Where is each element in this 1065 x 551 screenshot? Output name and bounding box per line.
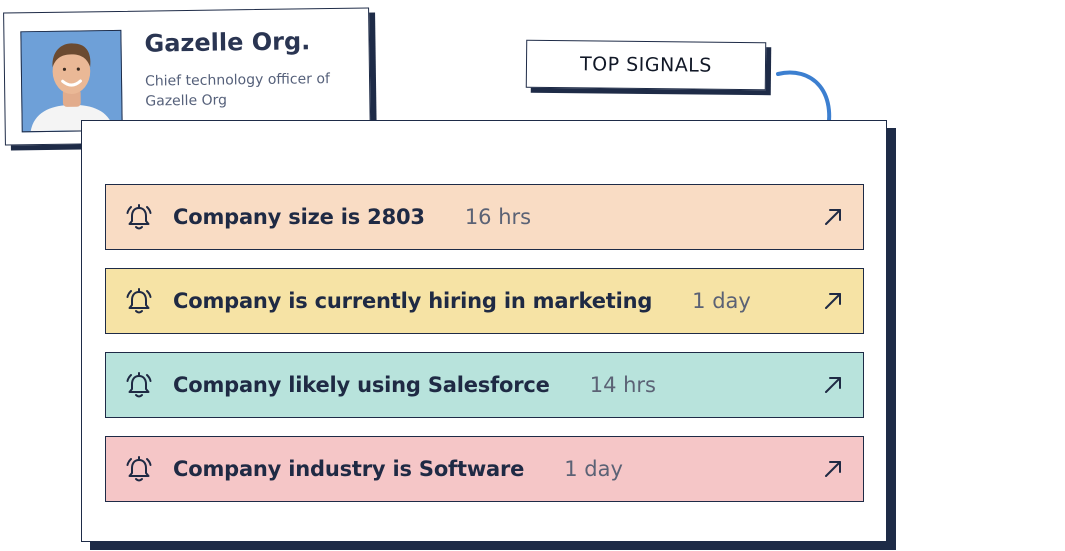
signal-row-hiring-marketing[interactable]: Company is currently hiring in marketing… [105,268,864,334]
signal-row-industry-software[interactable]: Company industry is Software 1 day [105,436,864,502]
org-role: Chief technology officer of Gazelle Org [144,71,331,110]
bell-icon [126,287,152,315]
signal-text: Company likely using Salesforce [173,373,550,397]
arrow-up-right-icon[interactable] [823,207,843,227]
signal-time: 14 hrs [589,373,656,397]
signal-text: Company industry is Software [173,457,525,481]
signals-panel: Company size is 2803 16 hrs Company is c… [81,120,887,542]
bell-icon [126,203,152,231]
signal-row-company-size[interactable]: Company size is 2803 16 hrs [105,184,864,250]
signal-time: 1 day [564,457,623,481]
org-name: Gazelle Org. [144,27,311,58]
arrow-up-right-icon[interactable] [823,375,843,395]
arrow-up-right-icon[interactable] [823,459,843,479]
arrow-up-right-icon[interactable] [823,291,843,311]
signal-text: Company size is 2803 [173,205,425,229]
avatar [20,29,123,133]
bell-icon [126,371,152,399]
signals-label: TOP SIGNALS [525,39,767,91]
signal-time: 16 hrs [464,205,532,229]
person-photo-icon [21,30,122,132]
signal-text: Company is currently hiring in marketing [173,289,653,313]
signal-time: 1 day [692,289,751,313]
signal-row-salesforce[interactable]: Company likely using Salesforce 14 hrs [105,352,864,418]
bell-icon [126,455,152,483]
